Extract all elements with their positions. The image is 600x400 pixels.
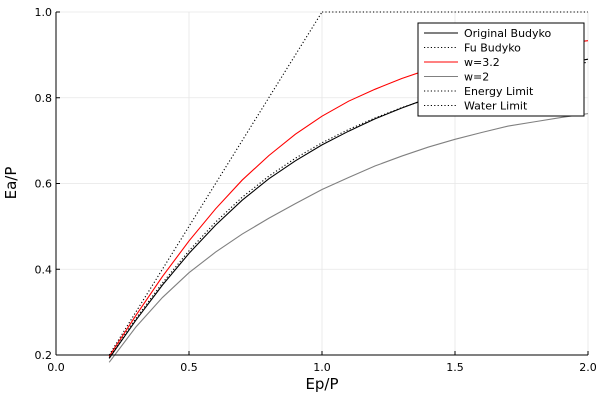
legend-label-w-2: w=2 (464, 71, 489, 84)
x-tick-label: 1.0 (313, 361, 331, 374)
y-tick-label: 0.8 (35, 92, 53, 105)
legend-label-water-limit: Water Limit (464, 100, 528, 113)
x-tick-label: 0.0 (47, 361, 65, 374)
legend-label-w-3-2: w=3.2 (464, 56, 500, 69)
x-tick-label: 0.5 (180, 361, 198, 374)
y-tick-label: 1.0 (35, 6, 53, 19)
y-tick-label: 0.4 (35, 263, 53, 276)
axes-group (55, 11, 589, 356)
y-axis-title: Ea/P (2, 167, 20, 200)
series-line-w-2 (108, 113, 589, 363)
legend-label-original-budyko: Original Budyko (464, 27, 552, 40)
x-tick-label: 1.5 (446, 361, 464, 374)
x-tick-label: 2.0 (579, 361, 597, 374)
x-axis-title: Ep/P (305, 375, 338, 393)
y-tick-label: 0.6 (35, 178, 53, 191)
tick-labels: 0.0 0.5 1.0 1.5 2.0 0.2 0.4 0.6 0.8 1.0 (35, 6, 597, 374)
y-tick-label: 0.2 (35, 349, 53, 362)
legend-box (417, 22, 585, 117)
legend-label-fu-budyko: Fu Budyko (464, 42, 521, 55)
legend-label-energy-limit: Energy Limit (464, 85, 534, 98)
